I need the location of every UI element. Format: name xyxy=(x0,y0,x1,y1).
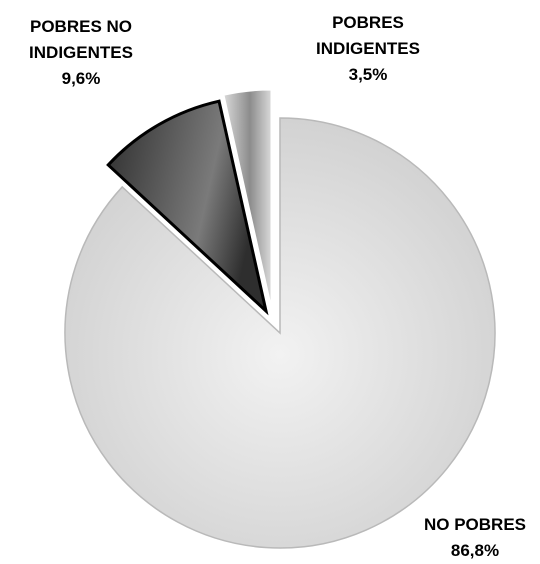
data-label-no-pobres: NO POBRES 86,8% xyxy=(410,512,540,564)
pie-slice-no-pobres xyxy=(64,117,496,549)
data-label-pobres-no-indigentes-line2: INDIGENTES xyxy=(29,43,133,62)
data-label-pobres-indigentes-line2: INDIGENTES xyxy=(316,39,420,58)
pie-slice-pobres-indigentes xyxy=(223,89,272,306)
data-label-pobres-indigentes-line1: POBRES xyxy=(332,13,404,32)
data-label-pobres-indigentes-value: 3,5% xyxy=(348,65,388,84)
data-label-no-pobres-line1: NO POBRES xyxy=(423,515,527,534)
data-label-pobres-no-indigentes: POBRES NO INDIGENTES 9,6% xyxy=(6,14,156,92)
pie-slice-pobres-no-indigentes xyxy=(106,99,269,316)
data-label-pobres-no-indigentes-value: 9,6% xyxy=(61,69,101,88)
data-label-pobres-no-indigentes-line1: POBRES NO xyxy=(29,17,133,36)
data-label-pobres-indigentes: POBRES INDIGENTES 3,5% xyxy=(298,10,438,88)
data-label-no-pobres-value: 86,8% xyxy=(450,541,500,560)
